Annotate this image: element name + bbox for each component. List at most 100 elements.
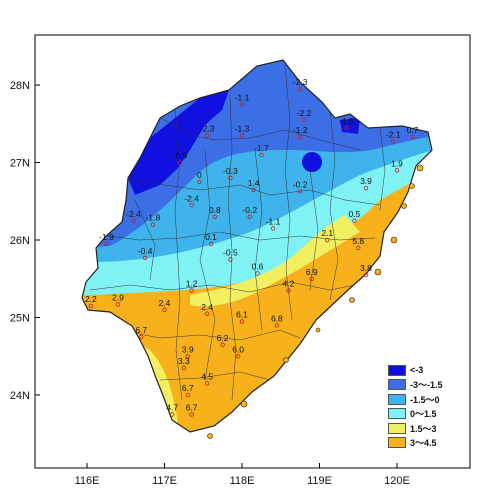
station-value-label: -1.1 (266, 217, 281, 227)
station-marker (150, 222, 156, 227)
station-marker (235, 354, 241, 359)
y-tick-label: 27N (10, 158, 30, 170)
station-marker (104, 241, 109, 247)
legend-label: 1.5～3 (410, 423, 437, 434)
station-marker (309, 276, 314, 282)
station-marker (131, 218, 136, 223)
station-value-label: 0.1 (205, 232, 217, 242)
station-value-label: -1.3 (235, 124, 250, 134)
station-value-label: -1.7 (254, 143, 269, 153)
legend-label: <-3 (410, 365, 424, 376)
station-marker (352, 218, 357, 223)
y-tick-label: 26N (10, 235, 30, 247)
station-value-label: -1.2 (293, 125, 308, 135)
station-value-label: 6.7 (135, 325, 147, 335)
station-value-label: 6.9 (306, 267, 318, 277)
x-tick-label: 119E (307, 475, 332, 487)
station-value-label: 5.8 (352, 236, 364, 246)
county-boundaries (89, 64, 386, 401)
station-value-label: -0.3 (223, 166, 238, 176)
station-value-label: 0.7 (407, 125, 419, 135)
station-marker (204, 133, 210, 138)
station-marker (301, 117, 307, 123)
station-value-label: -2.1 (386, 130, 401, 140)
station-marker (297, 86, 303, 92)
station-value-label: 0.8 (209, 205, 221, 215)
station-value-label: -0.2 (293, 179, 308, 189)
station-marker (239, 133, 245, 138)
station-value-label: -1.5 (339, 116, 354, 126)
station-marker (356, 245, 361, 251)
station-value-label: 2.4 (159, 298, 171, 308)
station-value-label: 1.2 (186, 279, 198, 289)
legend-label: -3～-1.5 (410, 380, 443, 391)
y-tick-label: 25N (10, 313, 30, 325)
station-value-label: 2.9 (112, 292, 124, 302)
legend-swatch (388, 364, 406, 376)
station-marker (208, 241, 214, 247)
x-tick-label: 118E (230, 475, 255, 487)
station-value-label: 6.2 (217, 333, 229, 343)
station-value-label: 4.2 (283, 279, 295, 289)
zone-very-cold-northeast (340, 118, 360, 134)
station-marker (88, 303, 94, 309)
station-value-label: 1.9 (391, 158, 403, 168)
station-value-label: 4.5 (201, 372, 213, 382)
station-value-label: 6.7 (182, 383, 194, 393)
station-value-label: -2.4 (184, 193, 199, 203)
station-value-label: -0.4 (138, 246, 153, 256)
station-marker (189, 288, 194, 293)
zone-very-cold-east (302, 152, 322, 172)
y-tick-label: 24N (10, 390, 30, 402)
station-value-label: -2.4 (126, 209, 141, 219)
station-marker (239, 319, 245, 324)
station-marker (177, 160, 183, 165)
station-marker (390, 139, 396, 144)
station-value-label: -1.1 (235, 93, 250, 103)
y-tick-label: 28N (10, 80, 30, 92)
station-marker (274, 323, 280, 328)
station-marker (251, 187, 256, 192)
station-value-label: 0 (197, 170, 202, 180)
station-value-label: -2.3 (200, 124, 215, 134)
legend-label: 0～1.5 (410, 409, 437, 420)
station-value-label: 3.9 (182, 344, 194, 354)
station-marker (197, 179, 202, 185)
station-value-label: 2.2 (85, 294, 97, 304)
station-value-label: 3.3 (178, 356, 190, 366)
station-marker (115, 302, 121, 307)
station-marker (344, 125, 349, 130)
station-marker (247, 214, 252, 220)
station-marker (170, 412, 175, 417)
station-marker (297, 134, 303, 140)
station-value-label: 6.1 (236, 310, 248, 320)
station-value-label: -1.9 (99, 232, 114, 242)
station-value-label: 0.5 (348, 209, 360, 219)
station-marker (270, 226, 276, 231)
station-marker (363, 272, 369, 278)
station-marker (185, 392, 190, 398)
station-marker (185, 354, 190, 359)
station-marker (259, 152, 264, 158)
legend-swatch (388, 379, 406, 391)
station-value-label: 4.7 (166, 403, 178, 413)
station-value-label: -2.2 (297, 108, 312, 118)
station-marker (189, 412, 194, 417)
legend-swatch (388, 408, 406, 420)
station-marker (204, 311, 210, 316)
legend-item: -3～-1.5 (388, 378, 458, 393)
coastal-islands (207, 164, 424, 439)
legend-item: 0～1.5 (388, 407, 458, 422)
station-marker (228, 175, 233, 181)
station-marker (142, 255, 148, 261)
station-marker (410, 134, 415, 140)
legend-label: -1.5～0 (410, 394, 440, 405)
axes: 116E 117E 118E 119E 120E 28N 27N 26N 25N 24N (10, 80, 410, 487)
legend-item: -1.5～0 (388, 392, 458, 407)
legend-item: 3～4.5 (388, 436, 458, 451)
station-marker (363, 185, 369, 191)
station-marker (204, 381, 210, 386)
station-marker (297, 189, 303, 194)
legend-label: 3～4.5 (410, 438, 437, 449)
